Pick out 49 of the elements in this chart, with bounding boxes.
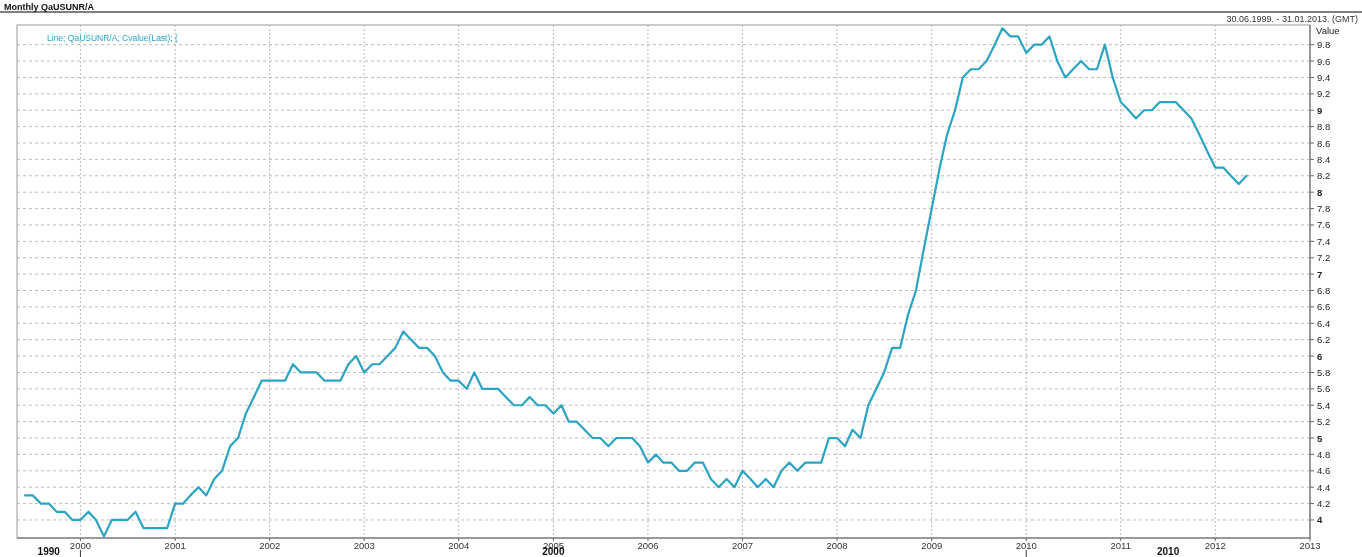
y-tick-label: 4.6 [1317,465,1331,477]
y-tick-label: 8.4 [1317,153,1331,165]
y-tick-label: 9.2 [1317,88,1331,100]
y-tick-label: 4.2 [1317,498,1331,510]
y-tick-label: 5.8 [1317,366,1331,378]
x-tick-label: 2004 [448,540,470,551]
y-tick-label: 6 [1317,350,1323,362]
y-tick-label: 9.4 [1317,71,1331,83]
y-tick-label: 4 [1317,514,1323,526]
x-tick-label: 2013 [1299,540,1321,551]
x-tick-label: 2011 [1110,540,1131,551]
y-tick-label: 4.8 [1317,448,1331,460]
y-axis-title: Value [1316,25,1340,36]
x-tick-label: 2000 [69,540,91,551]
y-tick-label: 7.8 [1317,203,1331,215]
x-tick-label: 2007 [731,540,754,551]
y-tick-label: 6.4 [1317,317,1331,329]
y-tick-label: 5.2 [1317,416,1331,428]
y-tick-label: 9.8 [1317,39,1331,51]
y-tick-label: 5 [1317,432,1323,444]
x-tick-label: 2010 [1015,540,1037,551]
y-tick-label: 9 [1317,104,1323,116]
y-tick-label: 7.6 [1317,219,1331,231]
y-tick-label: 5.6 [1317,383,1331,395]
x-tick-label: 2009 [921,540,943,551]
y-tick-label: 8.6 [1317,137,1331,149]
x-tick-label: 2001 [164,540,186,551]
y-tick-label: 7 [1317,268,1323,280]
y-tick-label: 6.6 [1317,301,1331,313]
x-tick-label: 2002 [259,540,281,551]
x-tick-label: 2003 [353,540,375,551]
y-tick-label: 5.4 [1317,399,1331,411]
y-tick-label: 6.8 [1317,285,1331,297]
y-tick-label: 4.4 [1317,481,1331,493]
y-tick-label: 7.2 [1317,252,1331,264]
chart-title: Monthly QaUSUNR/A [4,2,95,12]
y-tick-label: 7.4 [1317,235,1331,247]
y-tick-label: 8.2 [1317,170,1331,182]
text: Line; QaUSUNR/A; Cvalue(Last); ( [47,33,179,43]
line-series [23,27,1248,538]
chart-subtitle: 30.06.1999. - 31.01.2013. (GMT) [1226,14,1358,24]
x-tick-label: 2008 [826,540,848,551]
x-tick-label: 2006 [637,540,659,551]
y-tick-label: 6.2 [1317,334,1331,346]
x-tick-label: 2012 [1204,540,1226,551]
text: 1990 [37,546,61,557]
y-tick-label: 9.6 [1317,55,1331,67]
y-tick-label: 8 [1317,186,1323,198]
y-tick-label: 8.8 [1317,121,1331,133]
